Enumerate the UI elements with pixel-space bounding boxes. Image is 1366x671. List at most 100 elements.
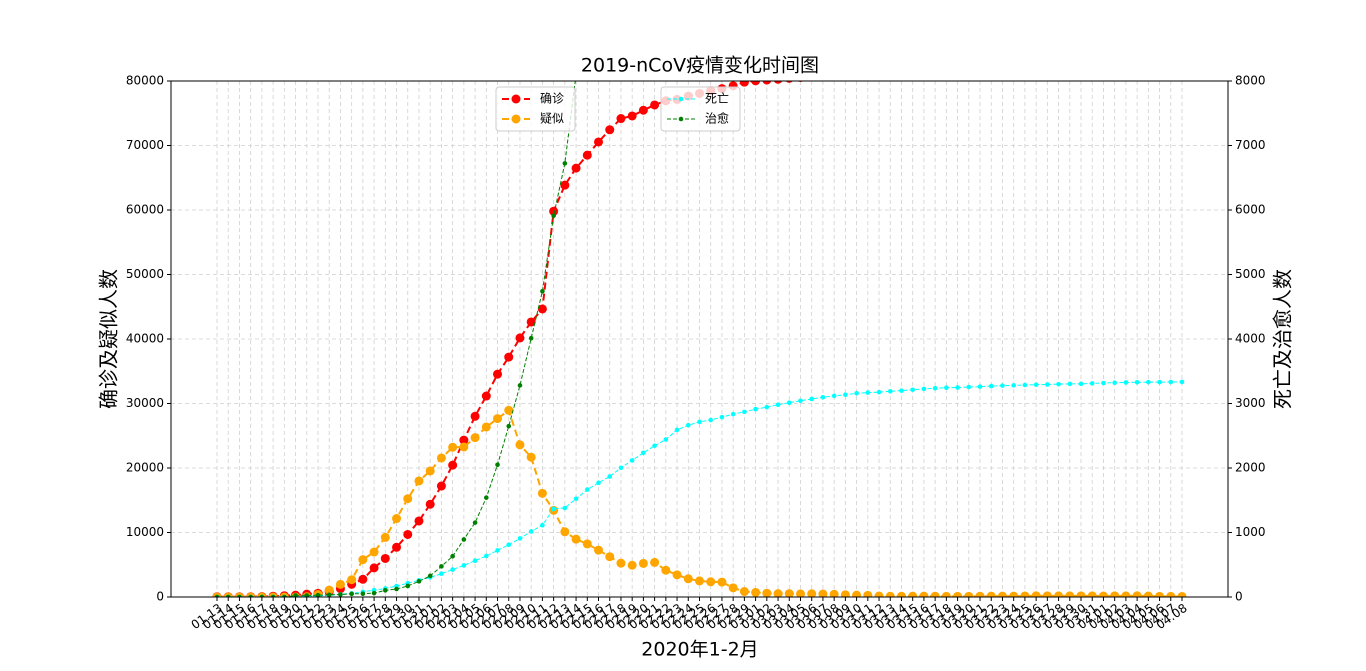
y-tick-label: 0 xyxy=(156,590,164,604)
point xyxy=(1121,591,1131,597)
point xyxy=(540,522,545,528)
point xyxy=(526,317,536,327)
point xyxy=(493,414,503,424)
point xyxy=(764,404,770,410)
y2-tick-label: 1000 xyxy=(1235,525,1266,539)
point xyxy=(863,590,873,597)
point xyxy=(739,81,749,87)
point xyxy=(472,520,478,525)
point xyxy=(1110,591,1120,597)
point xyxy=(1032,68,1041,77)
point xyxy=(1155,65,1164,74)
point xyxy=(562,505,568,511)
point xyxy=(1155,591,1165,597)
point xyxy=(607,474,613,479)
point xyxy=(865,390,871,395)
point xyxy=(594,137,604,147)
point xyxy=(270,594,276,597)
point xyxy=(1098,591,1108,597)
point xyxy=(672,570,682,580)
y2-tick-label: 8000 xyxy=(1235,74,1266,88)
y2-axis-label: 死亡及治愈人数 xyxy=(1271,269,1295,409)
y-tick-label: 60000 xyxy=(126,203,164,217)
point xyxy=(584,487,590,492)
y2-tick-label: 2000 xyxy=(1235,461,1266,475)
point xyxy=(1076,591,1086,597)
point xyxy=(876,389,882,395)
legend-marker xyxy=(511,114,521,124)
point xyxy=(661,565,671,575)
point xyxy=(1009,591,1019,597)
point xyxy=(427,573,433,579)
point xyxy=(1088,66,1097,75)
point xyxy=(807,589,817,597)
point xyxy=(674,427,680,433)
point xyxy=(571,163,581,173)
y2-tick-label: 5000 xyxy=(1235,267,1266,281)
grid xyxy=(171,80,1228,598)
point xyxy=(495,548,500,553)
point xyxy=(997,591,1007,597)
point xyxy=(964,70,973,79)
point xyxy=(1020,591,1030,597)
point xyxy=(919,71,928,80)
point xyxy=(562,161,568,166)
point xyxy=(439,564,444,569)
point xyxy=(1133,66,1142,75)
point xyxy=(237,594,242,597)
point xyxy=(921,386,927,392)
point xyxy=(841,72,850,81)
point xyxy=(663,437,669,442)
point xyxy=(1101,380,1106,386)
point xyxy=(1132,591,1142,597)
y2-tick-label: 4000 xyxy=(1235,332,1266,346)
legend-label: 确诊 xyxy=(540,92,564,106)
point xyxy=(762,588,772,597)
point xyxy=(1157,379,1162,385)
point xyxy=(854,391,859,396)
point xyxy=(887,389,893,394)
point xyxy=(1166,65,1175,74)
point xyxy=(930,591,940,597)
point xyxy=(1045,382,1050,387)
point xyxy=(910,387,915,393)
point xyxy=(1065,67,1074,76)
point xyxy=(638,105,648,115)
point xyxy=(1009,69,1018,78)
point xyxy=(739,587,749,597)
point xyxy=(369,547,379,557)
point xyxy=(425,466,435,476)
legend-marker xyxy=(678,116,684,122)
legend-marker xyxy=(511,94,521,104)
point xyxy=(515,440,525,450)
ticks: 0100002000030000400005000060000700008000… xyxy=(126,74,1266,633)
point xyxy=(822,81,824,82)
point xyxy=(616,114,626,124)
point xyxy=(540,288,545,294)
point xyxy=(394,586,399,592)
point xyxy=(976,70,985,79)
point xyxy=(1179,379,1185,385)
point xyxy=(852,590,862,597)
point xyxy=(638,558,648,568)
point xyxy=(414,516,424,526)
point xyxy=(360,591,366,597)
point xyxy=(966,384,972,390)
point xyxy=(831,393,837,399)
point xyxy=(495,462,500,468)
point xyxy=(448,442,458,452)
point xyxy=(1134,379,1140,385)
point xyxy=(695,576,704,586)
point xyxy=(371,590,377,596)
point xyxy=(504,352,514,362)
point xyxy=(549,206,559,216)
point xyxy=(450,567,455,572)
point xyxy=(896,591,906,597)
point xyxy=(405,583,411,589)
y-tick-label: 40000 xyxy=(126,332,164,346)
point xyxy=(875,71,884,80)
point xyxy=(863,71,872,80)
point xyxy=(1054,591,1064,597)
point xyxy=(403,529,413,539)
